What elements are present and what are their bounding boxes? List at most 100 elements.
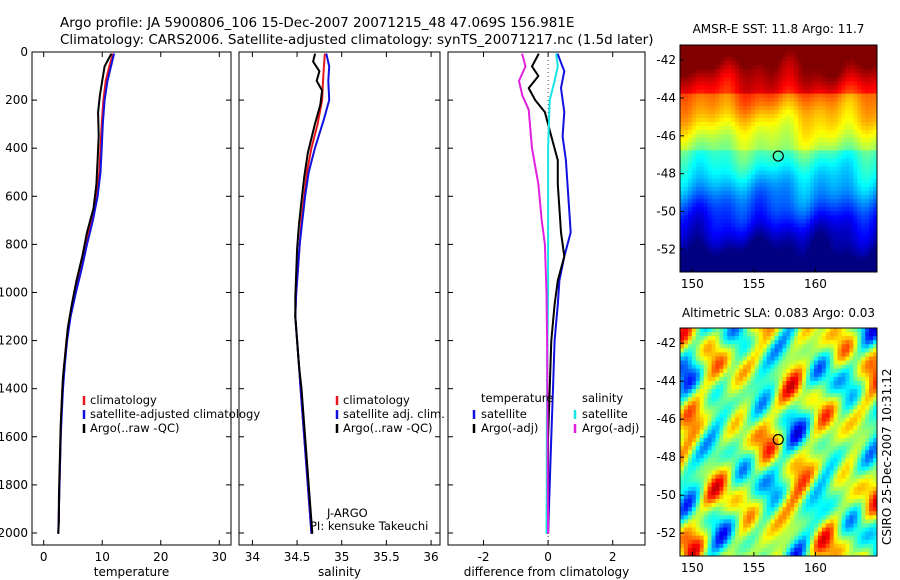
map-cell — [743, 462, 748, 467]
map-cell — [813, 146, 819, 151]
map-cell — [687, 405, 693, 410]
map-cell — [845, 227, 850, 232]
map-cell — [798, 142, 803, 147]
map-cell — [743, 162, 748, 168]
map-cell — [750, 227, 756, 232]
map-cell — [865, 194, 870, 200]
map-cell — [695, 462, 701, 467]
map-cell — [845, 207, 850, 212]
map-cell — [782, 182, 787, 188]
map-cell — [829, 376, 835, 382]
map-cell — [766, 368, 772, 374]
map-cell — [853, 397, 858, 402]
map-cell — [837, 61, 843, 66]
map-cell — [695, 470, 701, 476]
map-cell — [810, 380, 815, 386]
map-cell — [821, 433, 827, 439]
map-cell — [770, 61, 776, 66]
map-cell — [861, 482, 866, 488]
map-cell — [680, 482, 685, 488]
map-cell — [695, 126, 701, 131]
map-cell — [802, 446, 807, 451]
map-cell — [758, 166, 764, 172]
map-cell — [680, 433, 685, 439]
map-cell — [743, 442, 748, 447]
map-cell — [810, 372, 815, 378]
map-cell — [798, 421, 803, 427]
map-cell — [849, 65, 854, 70]
map-cell — [723, 376, 728, 382]
map-cell — [727, 142, 732, 147]
map-cell — [782, 89, 787, 95]
map-cell — [865, 142, 870, 147]
map-cell — [723, 57, 728, 62]
map-cell — [683, 186, 689, 192]
map-cell — [683, 89, 689, 95]
map-cell — [683, 77, 689, 82]
map-cell — [794, 73, 799, 78]
map-cell — [750, 85, 756, 91]
map-cell — [821, 146, 827, 151]
map-cell — [810, 126, 815, 131]
map-cell — [735, 462, 740, 467]
map-cell — [802, 182, 807, 188]
map-cell — [683, 356, 689, 362]
map-cell — [680, 227, 685, 232]
map-cell — [719, 328, 724, 333]
map-cell — [790, 162, 795, 168]
map-cell — [845, 162, 850, 168]
map-cell — [703, 105, 709, 111]
map-cell — [680, 401, 685, 406]
map-cell — [825, 97, 831, 103]
map-cell — [782, 61, 787, 66]
map-cell — [829, 134, 835, 139]
map-cell — [699, 69, 705, 74]
map-cell — [829, 69, 835, 74]
map-cell — [754, 45, 760, 50]
map-cell — [794, 454, 799, 459]
map-cell — [746, 364, 752, 370]
map-cell — [802, 239, 807, 245]
map-cell — [766, 73, 772, 78]
map-cell — [786, 267, 791, 273]
map-cell — [861, 462, 866, 467]
map-cell — [699, 348, 705, 353]
map-cell — [754, 178, 760, 184]
map-cell — [770, 247, 776, 253]
map-cell — [833, 417, 839, 423]
map-cell — [802, 211, 807, 216]
map-cell — [810, 101, 815, 107]
map-cell — [739, 113, 744, 119]
map-cell — [845, 235, 850, 241]
map-cell — [825, 77, 831, 82]
map-cell — [707, 199, 713, 204]
map-cell — [715, 462, 720, 467]
map-cell — [707, 207, 713, 212]
map-cell — [739, 413, 744, 419]
map-cell — [699, 162, 705, 168]
map-cell — [813, 154, 819, 159]
map-cell — [754, 85, 760, 91]
map-cell — [857, 162, 862, 168]
map-cell — [833, 158, 839, 164]
map-cell — [829, 393, 835, 398]
map-cell — [754, 53, 760, 58]
map-cell — [774, 101, 779, 107]
map-cell — [719, 442, 724, 447]
map-cell — [758, 486, 764, 492]
map-cell — [774, 421, 779, 427]
map-cell — [794, 130, 799, 135]
map-cell — [746, 259, 752, 265]
map-cell — [758, 239, 764, 245]
map-cell — [810, 470, 815, 476]
map-cell — [746, 482, 752, 488]
map-cell — [813, 101, 819, 107]
map-cell — [739, 109, 744, 115]
map-cell — [750, 429, 756, 435]
map-cell — [711, 442, 716, 447]
map-cell — [786, 182, 791, 188]
map-cell — [739, 231, 744, 237]
map-cell — [683, 437, 689, 443]
map-cell — [802, 57, 807, 62]
